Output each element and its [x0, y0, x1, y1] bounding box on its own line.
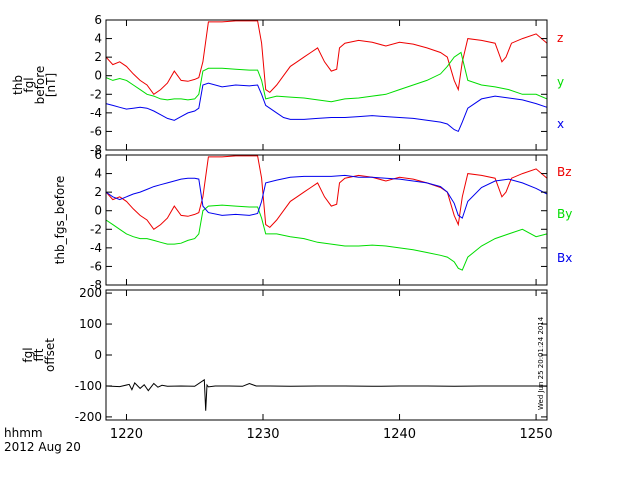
- timestamp-text: Wed Jun 25 20:01:24 2014: [537, 316, 545, 410]
- legend-label-by: By: [557, 207, 572, 221]
- series-line-bz: [105, 155, 548, 230]
- series-line-x: [105, 82, 548, 133]
- y-tick-label: 2: [94, 50, 102, 64]
- y-tick-label: 6: [94, 13, 102, 27]
- y-tick-label: -6: [90, 124, 102, 138]
- y-axis-label: fgl: [22, 77, 36, 92]
- y-axis-label: thb: [11, 75, 25, 95]
- y-tick-label: 6: [94, 148, 102, 162]
- y-tick-label: 0: [94, 348, 102, 362]
- panel-fgs-before: -8 -6 -4 -2 0 2 4 6 thb_fgs_before Bz By Bx: [53, 148, 572, 292]
- series-line-y: [105, 51, 548, 103]
- y-tick-label: 0: [94, 69, 102, 83]
- panel-frame: [105, 19, 548, 151]
- y-tick-label: -2: [90, 222, 102, 236]
- x-tick-label: 1220: [110, 427, 143, 442]
- y-tick-label: -4: [90, 241, 102, 255]
- y-axis-label: fft: [32, 348, 46, 361]
- y-axis-label: fgl: [21, 347, 35, 362]
- y-tick-label: 4: [94, 32, 102, 46]
- y-tick-label: 2: [94, 185, 102, 199]
- series-line-z: [105, 20, 548, 95]
- y-tick-label: 0: [94, 204, 102, 218]
- y-axis-label: offset: [43, 338, 57, 372]
- y-tick-label: -8: [90, 278, 102, 292]
- y-axis-label: thb_fgs_before: [53, 176, 67, 265]
- legend-label-bz: Bz: [557, 165, 572, 179]
- x-tick-label: 1250: [520, 427, 553, 442]
- panel-frame: [105, 289, 548, 421]
- y-tick-label: -2: [90, 87, 102, 101]
- timestamp-stamp: Wed Jun 25 20:01:24 2014: [537, 300, 547, 410]
- legend-label-x: x: [557, 117, 564, 131]
- x-axis-label-date: 2012 Aug 20: [4, 440, 81, 454]
- y-tick-label: 200: [79, 286, 102, 300]
- y-tick-label: -8: [90, 143, 102, 157]
- series-line-by: [105, 204, 548, 271]
- y-tick-label: -4: [90, 106, 102, 120]
- x-axis-label-units: hhmm: [4, 426, 43, 440]
- series-line-offset: [105, 378, 548, 411]
- series-line-bx: [105, 174, 548, 219]
- panel-frame: [105, 154, 548, 286]
- legend-label-y: y: [557, 75, 564, 89]
- y-tick-label: -100: [75, 379, 102, 393]
- x-tick-label: 1240: [383, 427, 416, 442]
- y-axis-label: before: [33, 66, 47, 105]
- y-tick-label: -200: [75, 410, 102, 424]
- y-axis-label: [nT]: [44, 73, 58, 97]
- x-tick-label: 1230: [246, 427, 279, 442]
- y-tick-label: 4: [94, 167, 102, 181]
- legend-label-z: z: [557, 31, 563, 45]
- y-tick-label: 100: [79, 317, 102, 331]
- legend-label-bx: Bx: [557, 251, 572, 265]
- y-tick-label: -6: [90, 259, 102, 273]
